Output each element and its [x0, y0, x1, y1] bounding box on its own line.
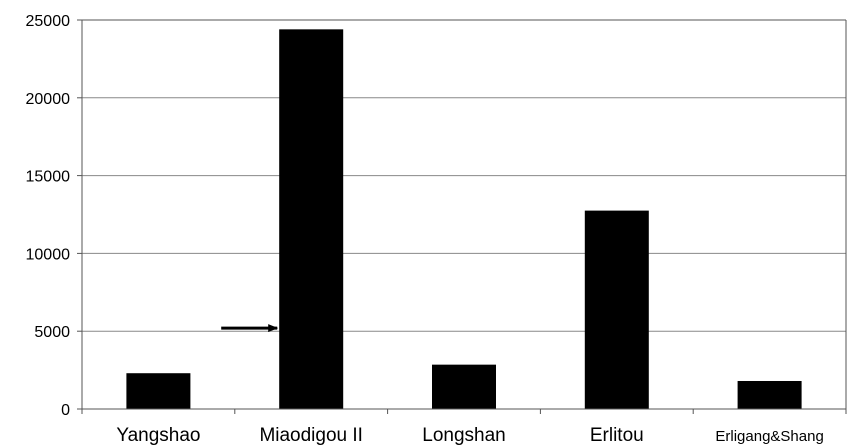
category-labels: Yangshao Miaodigou II Longshan Erlitou Erlig…: [116, 425, 823, 446]
y-tick-label: 25000: [26, 13, 71, 30]
bar-longshan: [432, 364, 496, 409]
category-label: Yangshao: [116, 425, 200, 446]
bar-miaodigou-ii: [279, 29, 344, 410]
axes: [77, 19, 847, 414]
y-tick-label: 0: [61, 402, 70, 419]
gridlines: [82, 19, 846, 332]
y-tick-label: 15000: [26, 169, 71, 186]
y-tick-label: 5000: [34, 324, 70, 341]
y-tick-labels: 0 5000 10000 15000 20000 25000: [26, 13, 71, 419]
category-label: Erlitou: [590, 425, 644, 446]
bar-erligang-shang: [737, 380, 802, 409]
bars: [126, 29, 802, 410]
bar-yangshao: [126, 373, 191, 409]
category-label: Miaodigou II: [259, 425, 363, 446]
bar-erlitou: [584, 210, 649, 409]
y-tick-label: 20000: [26, 91, 71, 108]
category-label: Erligang&Shang: [715, 428, 823, 445]
category-label: Longshan: [422, 425, 505, 446]
y-tick-label: 10000: [26, 246, 71, 263]
